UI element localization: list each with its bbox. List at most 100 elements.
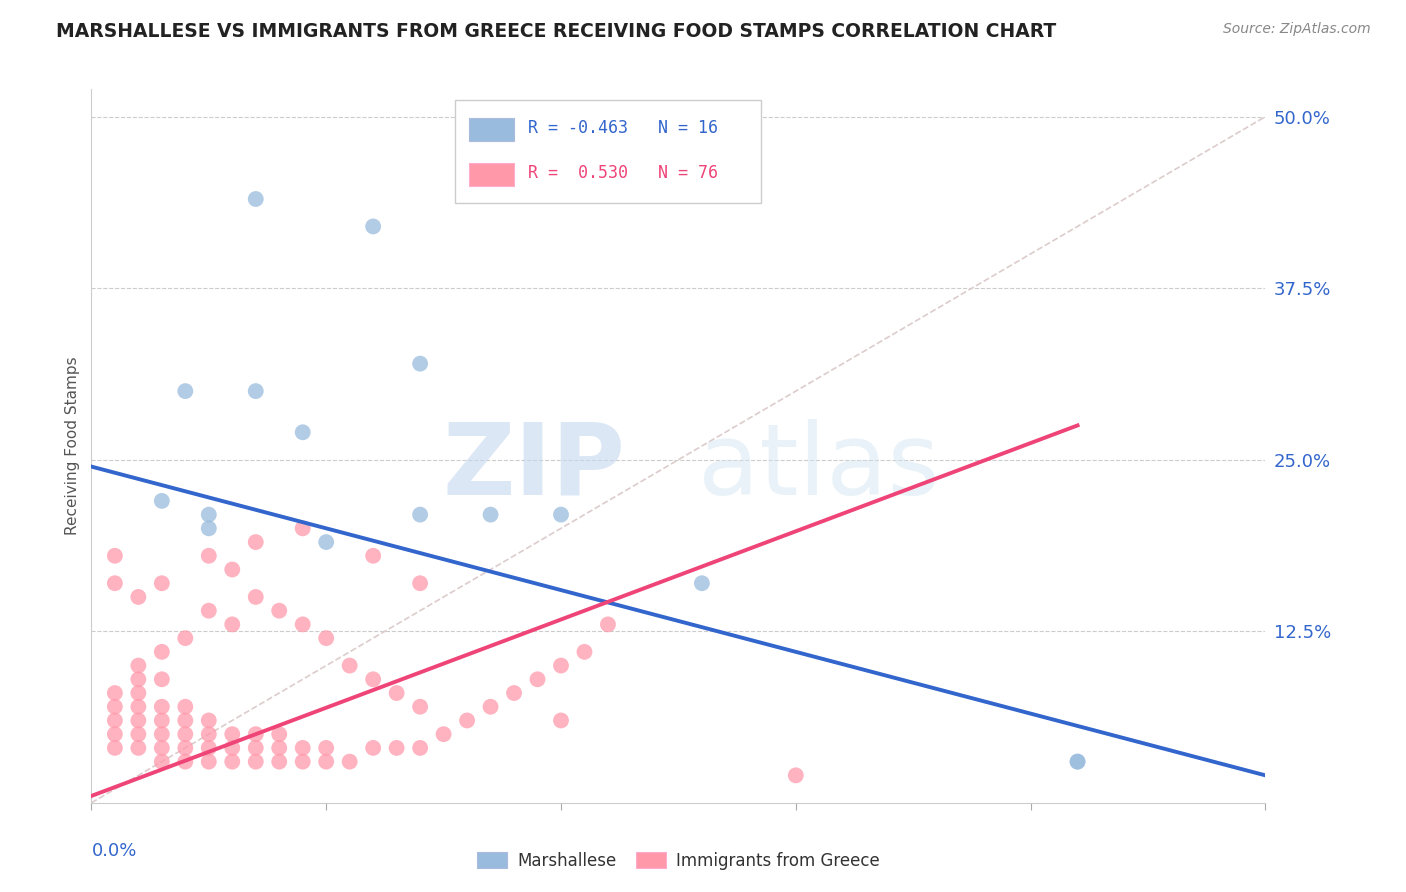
Point bbox=[550, 508, 572, 522]
Point bbox=[197, 755, 219, 769]
Point bbox=[221, 562, 243, 576]
Point bbox=[127, 686, 149, 700]
Point bbox=[221, 755, 243, 769]
Point bbox=[150, 740, 173, 755]
Point bbox=[339, 755, 361, 769]
Point bbox=[221, 727, 243, 741]
Point bbox=[269, 604, 291, 618]
Point bbox=[361, 673, 384, 687]
Point bbox=[574, 645, 596, 659]
Point bbox=[409, 508, 432, 522]
Point bbox=[291, 521, 314, 535]
Point bbox=[315, 740, 337, 755]
Point bbox=[245, 384, 267, 398]
Point bbox=[197, 521, 219, 535]
Point bbox=[550, 714, 572, 728]
Point bbox=[197, 604, 219, 618]
Point bbox=[174, 699, 197, 714]
Text: Source: ZipAtlas.com: Source: ZipAtlas.com bbox=[1223, 22, 1371, 37]
Point bbox=[104, 727, 127, 741]
Point bbox=[385, 686, 408, 700]
Point bbox=[361, 219, 384, 234]
Point bbox=[127, 727, 149, 741]
Point bbox=[174, 714, 197, 728]
Point bbox=[104, 714, 127, 728]
Point bbox=[526, 673, 548, 687]
Point bbox=[503, 686, 526, 700]
Point bbox=[150, 755, 173, 769]
Point bbox=[315, 755, 337, 769]
Point bbox=[409, 740, 432, 755]
Point bbox=[315, 631, 337, 645]
Point bbox=[785, 768, 807, 782]
Point bbox=[269, 755, 291, 769]
Point bbox=[197, 714, 219, 728]
Point bbox=[127, 714, 149, 728]
Point bbox=[291, 617, 314, 632]
Point bbox=[245, 727, 267, 741]
Point bbox=[150, 673, 173, 687]
Point bbox=[127, 658, 149, 673]
Point bbox=[150, 699, 173, 714]
Point bbox=[221, 740, 243, 755]
Point bbox=[150, 494, 173, 508]
Point bbox=[174, 631, 197, 645]
Text: 0.0%: 0.0% bbox=[91, 842, 136, 860]
Point bbox=[174, 727, 197, 741]
Point bbox=[127, 673, 149, 687]
Point bbox=[127, 699, 149, 714]
Point bbox=[174, 740, 197, 755]
Point bbox=[174, 755, 197, 769]
Point bbox=[104, 699, 127, 714]
Point bbox=[104, 576, 127, 591]
Point bbox=[269, 740, 291, 755]
Point bbox=[104, 549, 127, 563]
Point bbox=[197, 740, 219, 755]
Point bbox=[596, 617, 619, 632]
Point bbox=[197, 727, 219, 741]
Point bbox=[197, 508, 219, 522]
Point bbox=[409, 576, 432, 591]
FancyBboxPatch shape bbox=[470, 119, 515, 141]
Point bbox=[361, 740, 384, 755]
Point bbox=[385, 740, 408, 755]
Text: R = -0.463   N = 16: R = -0.463 N = 16 bbox=[529, 120, 718, 137]
Point bbox=[690, 576, 713, 591]
Point bbox=[104, 740, 127, 755]
Point bbox=[1066, 755, 1088, 769]
Legend: Marshallese, Immigrants from Greece: Marshallese, Immigrants from Greece bbox=[470, 846, 887, 877]
FancyBboxPatch shape bbox=[470, 162, 515, 186]
Text: ZIP: ZIP bbox=[443, 419, 626, 516]
Point bbox=[291, 755, 314, 769]
Point bbox=[150, 645, 173, 659]
Point bbox=[174, 384, 197, 398]
Point bbox=[245, 740, 267, 755]
FancyBboxPatch shape bbox=[456, 100, 761, 203]
Point bbox=[361, 549, 384, 563]
Text: atlas: atlas bbox=[699, 419, 941, 516]
Point bbox=[550, 658, 572, 673]
Point bbox=[291, 425, 314, 440]
Point bbox=[245, 590, 267, 604]
Point bbox=[315, 535, 337, 549]
Point bbox=[456, 714, 478, 728]
Point bbox=[339, 658, 361, 673]
Y-axis label: Receiving Food Stamps: Receiving Food Stamps bbox=[65, 357, 80, 535]
Point bbox=[1066, 755, 1088, 769]
Point bbox=[245, 535, 267, 549]
Point bbox=[104, 686, 127, 700]
Point bbox=[127, 740, 149, 755]
Point bbox=[269, 727, 291, 741]
Point bbox=[291, 740, 314, 755]
Point bbox=[245, 755, 267, 769]
Point bbox=[127, 590, 149, 604]
Point bbox=[197, 549, 219, 563]
Point bbox=[479, 699, 502, 714]
Point bbox=[150, 727, 173, 741]
Point bbox=[432, 727, 454, 741]
Point bbox=[409, 699, 432, 714]
Text: R =  0.530   N = 76: R = 0.530 N = 76 bbox=[529, 164, 718, 182]
Point bbox=[479, 508, 502, 522]
Point bbox=[150, 714, 173, 728]
Point bbox=[245, 192, 267, 206]
